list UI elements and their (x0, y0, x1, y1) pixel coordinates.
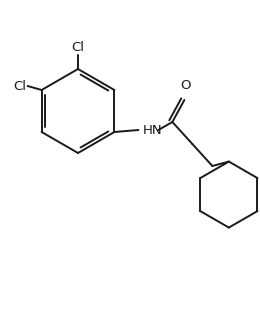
Text: HN: HN (142, 124, 162, 136)
Text: O: O (180, 79, 191, 92)
Text: Cl: Cl (72, 41, 84, 54)
Text: Cl: Cl (14, 80, 27, 92)
